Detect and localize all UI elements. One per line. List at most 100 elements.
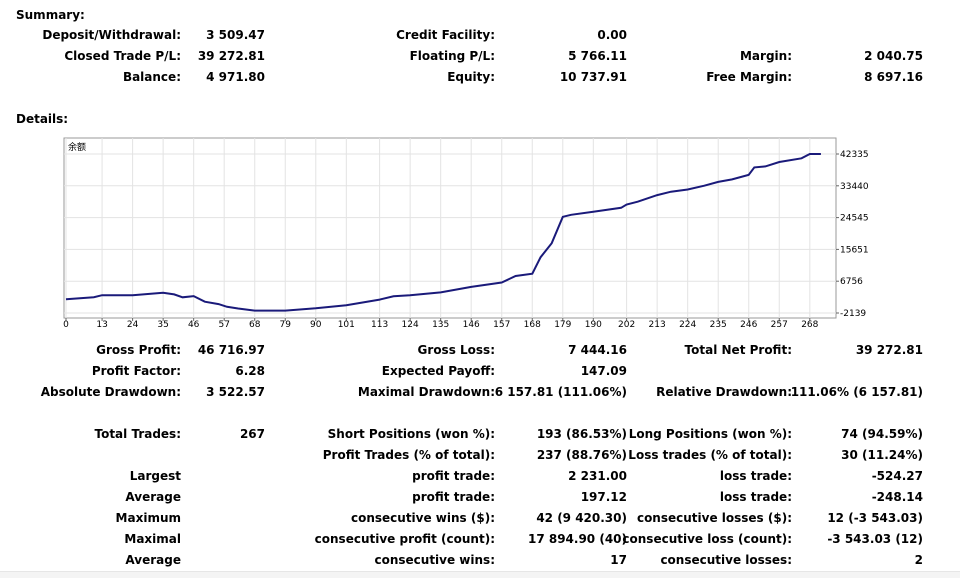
maximum-label: Maximum [115, 511, 181, 525]
closed-pl-value: 39 272.81 [197, 49, 265, 63]
avg-loss-value: -248.14 [871, 490, 923, 504]
balance-label: Balance: [122, 70, 181, 84]
profit-factor-label: Profit Factor: [91, 364, 181, 378]
abs-drawdown-value: 3 522.57 [206, 385, 265, 399]
equity-value: 10 737.91 [559, 70, 627, 84]
max-cons-losses-label: consecutive losses ($): [636, 511, 792, 525]
maximal-cons-profit-value: 17 894.90 (40) [527, 532, 627, 546]
chart-x-tick-label: 246 [740, 320, 757, 330]
chart-x-tick-label: 157 [493, 320, 510, 330]
chart-x-tick-label: 124 [402, 320, 419, 330]
floating-pl-value: 5 766.11 [568, 49, 627, 63]
net-profit-value: 39 272.81 [855, 343, 923, 357]
total-trades-label: Total Trades: [94, 427, 181, 441]
maximal-label: Maximal [124, 532, 181, 546]
deposit-value: 3 509.47 [206, 28, 265, 42]
summary-title: Summary: [16, 8, 85, 22]
chart-x-axis: 0 13 24 35 46 57 68 79 90 101 113 124 135 146 157 168 17… [63, 318, 819, 330]
average2-label: Average [125, 553, 181, 567]
chart-x-tick-label: 46 [188, 320, 200, 330]
chart-x-tick-label: 35 [157, 320, 168, 330]
maximal-cons-loss-value: -3 543.03 (12) [827, 532, 923, 546]
largest-label: Largest [129, 469, 181, 483]
chart-x-tick-label: 101 [338, 320, 355, 330]
chart-x-tick-label: 113 [371, 320, 388, 330]
chart-x-tick-label: 90 [310, 320, 322, 330]
profit-factor-value: 6.28 [235, 364, 265, 378]
avg-cons-losses-value: 2 [914, 553, 923, 567]
chart-x-tick-label: 0 [63, 320, 69, 330]
max-drawdown-label: Maximal Drawdown: [357, 385, 495, 399]
credit-value: 0.00 [597, 28, 627, 42]
loss-trades-label: Loss trades (% of total): [628, 448, 792, 462]
avg-cons-wins-label: consecutive wins: [374, 553, 495, 567]
chart-x-tick-label: 135 [432, 320, 449, 330]
rel-drawdown-value: 111.06% (6 157.81) [790, 385, 923, 399]
total-trades-value: 267 [239, 427, 265, 441]
largest-loss-label: loss trade: [719, 469, 792, 483]
gross-loss-label: Gross Loss: [417, 343, 495, 357]
credit-label: Credit Facility: [396, 28, 495, 42]
chart-y-tick-label: 24545 [840, 214, 869, 224]
largest-loss-value: -524.27 [871, 469, 923, 483]
avg-profit-label: profit trade: [412, 490, 495, 504]
margin-label: Margin: [739, 49, 792, 63]
free-margin-label: Free Margin: [706, 70, 792, 84]
profit-trades-label: Profit Trades (% of total): [322, 448, 495, 462]
closed-pl-label: Closed Trade P/L: [64, 49, 181, 63]
gross-profit-value: 46 716.97 [197, 343, 265, 357]
abs-drawdown-label: Absolute Drawdown: [40, 385, 181, 399]
chart-y-tick-label: -2139 [840, 309, 866, 319]
margin-value: 2 040.75 [864, 49, 923, 63]
chart-title: 余额 [68, 141, 86, 153]
chart-x-tick-label: 235 [710, 320, 727, 330]
average-label: Average [125, 490, 181, 504]
long-positions-value: 74 (94.59%) [841, 427, 923, 441]
avg-loss-label: loss trade: [719, 490, 792, 504]
gross-profit-label: Gross Profit: [96, 343, 181, 357]
chart-x-tick-label: 179 [554, 320, 571, 330]
chart-x-tick-label: 146 [463, 320, 480, 330]
chart-y-tick-label: 33440 [840, 182, 869, 192]
details-title: Details: [16, 112, 69, 126]
loss-trades-value: 30 (11.24%) [841, 448, 923, 462]
max-cons-wins-value: 42 (9 420.30) [536, 511, 627, 525]
short-positions-label: Short Positions (won %): [327, 427, 495, 441]
chart-plot-area [63, 137, 837, 319]
expected-payoff-label: Expected Payoff: [381, 364, 495, 378]
chart-y-tick-label: 15651 [840, 245, 869, 255]
chart-x-tick-label: 24 [127, 320, 139, 330]
equity-label: Equity: [447, 70, 495, 84]
gross-loss-value: 7 444.16 [568, 343, 627, 357]
maximal-cons-profit-label: consecutive profit (count): [314, 532, 495, 546]
chart-y-tick-label: 42335 [840, 150, 869, 160]
chart-x-tick-label: 13 [96, 320, 107, 330]
floating-pl-label: Floating P/L: [409, 49, 495, 63]
maximal-cons-loss-label: consecutive loss (count): [622, 532, 792, 546]
chart-y-axis: 42335 33440 24545 15651 6756 -2139 [836, 150, 869, 319]
avg-cons-wins-value: 17 [610, 553, 627, 567]
max-cons-losses-value: 12 (-3 543.03) [827, 511, 923, 525]
balance-chart: 0 13 24 35 46 57 68 79 90 101 113 124 135 146 157 168 17… [63, 137, 869, 330]
balance-value: 4 971.80 [206, 70, 265, 84]
chart-x-tick-label: 190 [585, 320, 602, 330]
max-drawdown-value: 6 157.81 (111.06%) [494, 385, 627, 399]
avg-cons-losses-label: consecutive losses: [660, 553, 792, 567]
profit-trades-value: 237 (88.76%) [536, 448, 627, 462]
chart-x-tick-label: 257 [771, 320, 788, 330]
chart-x-tick-label: 202 [618, 320, 635, 330]
chart-y-tick-label: 6756 [840, 277, 863, 287]
chart-x-tick-label: 224 [679, 320, 696, 330]
chart-x-tick-label: 57 [218, 320, 229, 330]
free-margin-value: 8 697.16 [864, 70, 923, 84]
chart-x-tick-label: 268 [801, 320, 818, 330]
net-profit-label: Total Net Profit: [684, 343, 792, 357]
max-cons-wins-label: consecutive wins ($): [350, 511, 495, 525]
avg-profit-value: 197.12 [580, 490, 627, 504]
chart-x-tick-label: 168 [524, 320, 541, 330]
chart-x-tick-label: 68 [249, 320, 261, 330]
long-positions-label: Long Positions (won %): [628, 427, 792, 441]
chart-x-tick-label: 213 [649, 320, 666, 330]
bottom-status-strip [0, 571, 960, 578]
rel-drawdown-label: Relative Drawdown: [656, 385, 792, 399]
